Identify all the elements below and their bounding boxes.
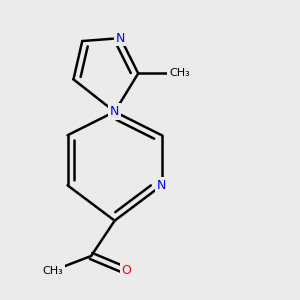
Text: CH₃: CH₃: [169, 68, 190, 78]
Text: CH₃: CH₃: [43, 266, 63, 276]
Text: N: N: [110, 105, 119, 118]
Text: N: N: [116, 32, 125, 45]
Text: O: O: [122, 264, 131, 277]
Text: N: N: [157, 179, 167, 192]
